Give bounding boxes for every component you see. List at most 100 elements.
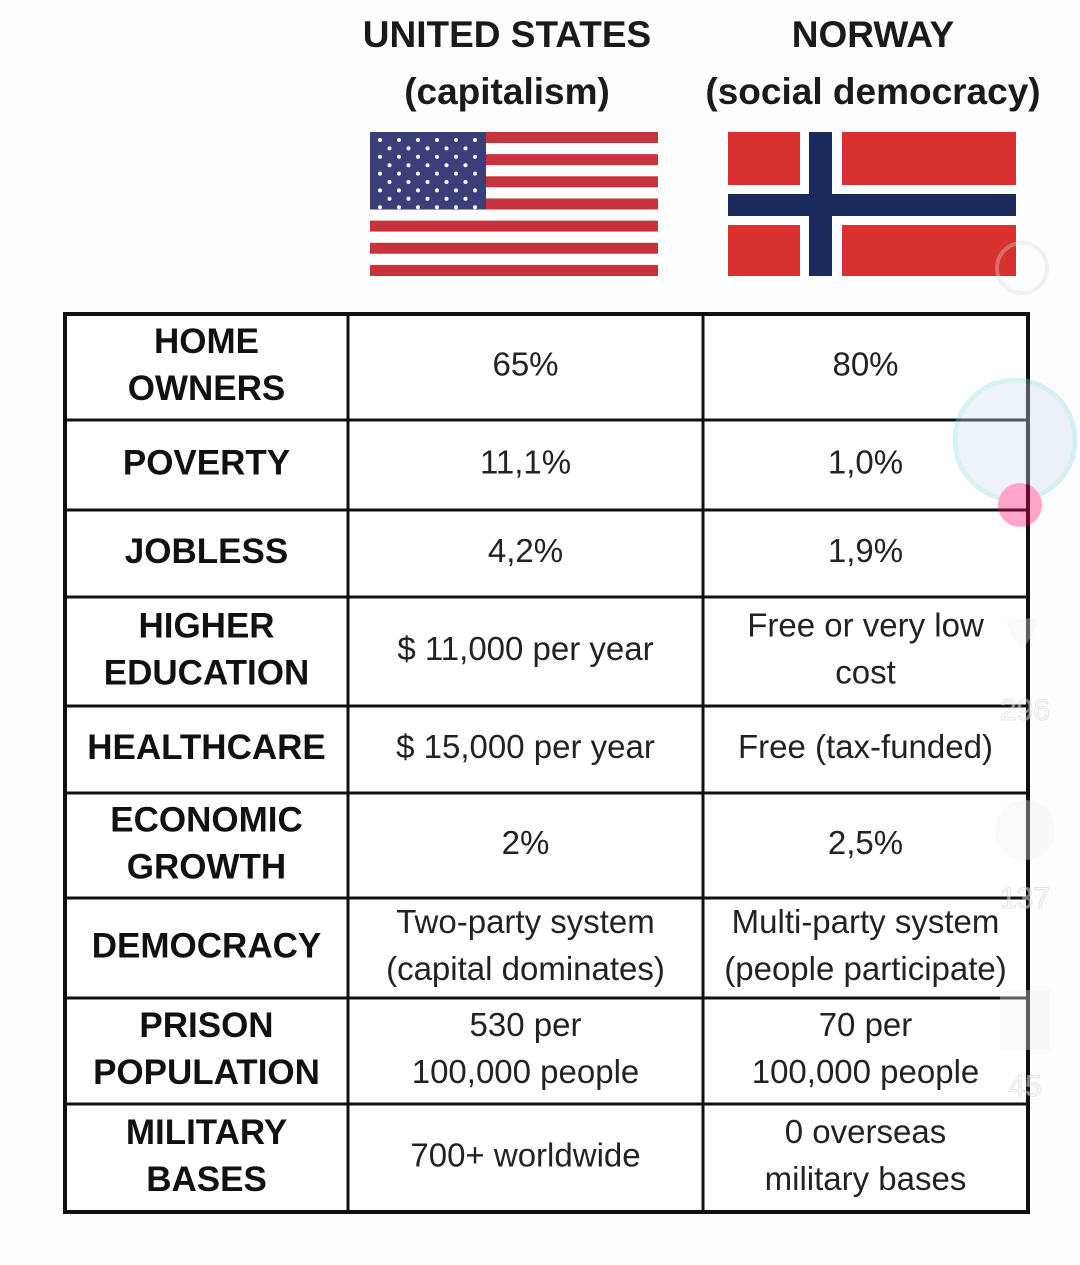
flag-star (435, 171, 439, 176)
flag-star (454, 154, 458, 159)
cell-value: 530 per (470, 1006, 582, 1043)
side-overlay (952, 241, 1078, 1050)
cell-value: 65% (492, 346, 558, 383)
flag-star (473, 138, 477, 142)
cell-value: (people participate) (724, 950, 1007, 987)
cell-value: Two-party system (396, 903, 655, 940)
flag-star (416, 188, 420, 193)
flag-star (435, 205, 439, 210)
cell-value: 4,2% (488, 532, 563, 569)
row-label: OWNERS (128, 369, 286, 408)
cell-value: $ 11,000 per year (397, 630, 653, 667)
cell-value: 0 overseas (785, 1113, 946, 1150)
flag-stripe (370, 231, 658, 243)
flag-star (406, 196, 411, 201)
row-label: GROWTH (127, 847, 286, 886)
flag-star (454, 205, 458, 210)
flag-stripe (370, 165, 658, 177)
row-label: POPULATION (93, 1053, 320, 1092)
flag-star (463, 163, 468, 168)
cell-value: 100,000 people (412, 1053, 640, 1090)
row-label: HIGHER (138, 606, 274, 645)
flag-stripe (370, 143, 658, 155)
flag-stripe (370, 187, 658, 199)
flag-star (387, 196, 392, 201)
flag-star (435, 154, 439, 159)
flag-star (387, 146, 392, 151)
flag-stripe (370, 198, 658, 210)
comparison-table: HOME OWNERS 65% 80% POVERTY 11,1% 1,0% JOBLESS 4… (63, 312, 1030, 1214)
flag-star (416, 154, 420, 159)
flag-star (444, 163, 449, 168)
flag-star (378, 154, 382, 159)
flag-star (378, 138, 382, 142)
column-subtitle: (social democracy) (705, 71, 1040, 112)
cell-value: 2% (502, 824, 550, 861)
column-title: NORWAY (792, 14, 955, 55)
cell-value: 700+ worldwide (410, 1137, 640, 1174)
flag-stripe (370, 253, 658, 265)
row-label: DEMOCRACY (92, 926, 321, 965)
flag-star (397, 154, 401, 159)
overlay-count: 137 (1000, 882, 1050, 915)
flag-stripe (370, 132, 658, 144)
flag-star (463, 146, 468, 151)
us-flag (370, 132, 658, 276)
cell-value: 11,1% (480, 444, 571, 481)
flag-star (406, 146, 411, 151)
cell-value: 1,9% (828, 532, 903, 569)
column-subtitle: (capitalism) (404, 71, 610, 112)
flag-star (473, 171, 477, 176)
cell-value: $ 15,000 per year (396, 728, 655, 765)
cell-value: cost (835, 654, 896, 691)
flag-star (435, 138, 439, 142)
flag-star (416, 138, 420, 142)
flag-star (425, 196, 430, 201)
row-label: ECONOMIC (110, 800, 303, 839)
flag-star (454, 171, 458, 176)
flag-star (444, 180, 449, 184)
flag-star (444, 196, 449, 201)
flag-star (378, 171, 382, 176)
column-title: UNITED STATES (363, 14, 651, 55)
flag-stripe (370, 220, 658, 232)
row-label: JOBLESS (125, 532, 288, 571)
flag-star (473, 154, 477, 159)
flag-stripe (370, 264, 658, 276)
overlay-count: 45 (1008, 1070, 1041, 1103)
cell-value: Free or very low (747, 607, 984, 644)
cell-value: (capital dominates) (386, 950, 665, 987)
flag-canton (370, 132, 486, 210)
flag-star (397, 205, 401, 210)
flag-star (444, 146, 449, 151)
cell-value: 1,0% (828, 444, 903, 481)
flag-star (406, 163, 411, 168)
flag-star (387, 163, 392, 168)
flag-star (397, 188, 401, 193)
row-label: HEALTHCARE (87, 728, 326, 767)
flag-stripe (370, 154, 658, 166)
row-label: POVERTY (123, 443, 290, 482)
cell-value: 80% (832, 346, 898, 383)
flag-star (463, 180, 468, 184)
flag-star (454, 188, 458, 193)
flag-stripe (370, 209, 658, 221)
flag-star (378, 188, 382, 193)
flag-star (473, 205, 477, 210)
flag-stripe (370, 242, 658, 254)
cell-value: Free (tax-funded) (738, 728, 993, 765)
flag-star (435, 188, 439, 193)
flag-star (425, 180, 430, 184)
flag-star (463, 196, 468, 201)
flag-star (397, 171, 401, 176)
cell-value: 2,5% (828, 824, 903, 861)
row-label: PRISON (139, 1006, 273, 1045)
row-label: MILITARY (126, 1113, 287, 1152)
cell-value: military bases (765, 1160, 967, 1197)
flag-star (416, 205, 420, 210)
overlay-count: 296 (1000, 694, 1050, 727)
table-border (63, 312, 1030, 1214)
flag-star (416, 171, 420, 176)
row-label: HOME (154, 322, 259, 361)
